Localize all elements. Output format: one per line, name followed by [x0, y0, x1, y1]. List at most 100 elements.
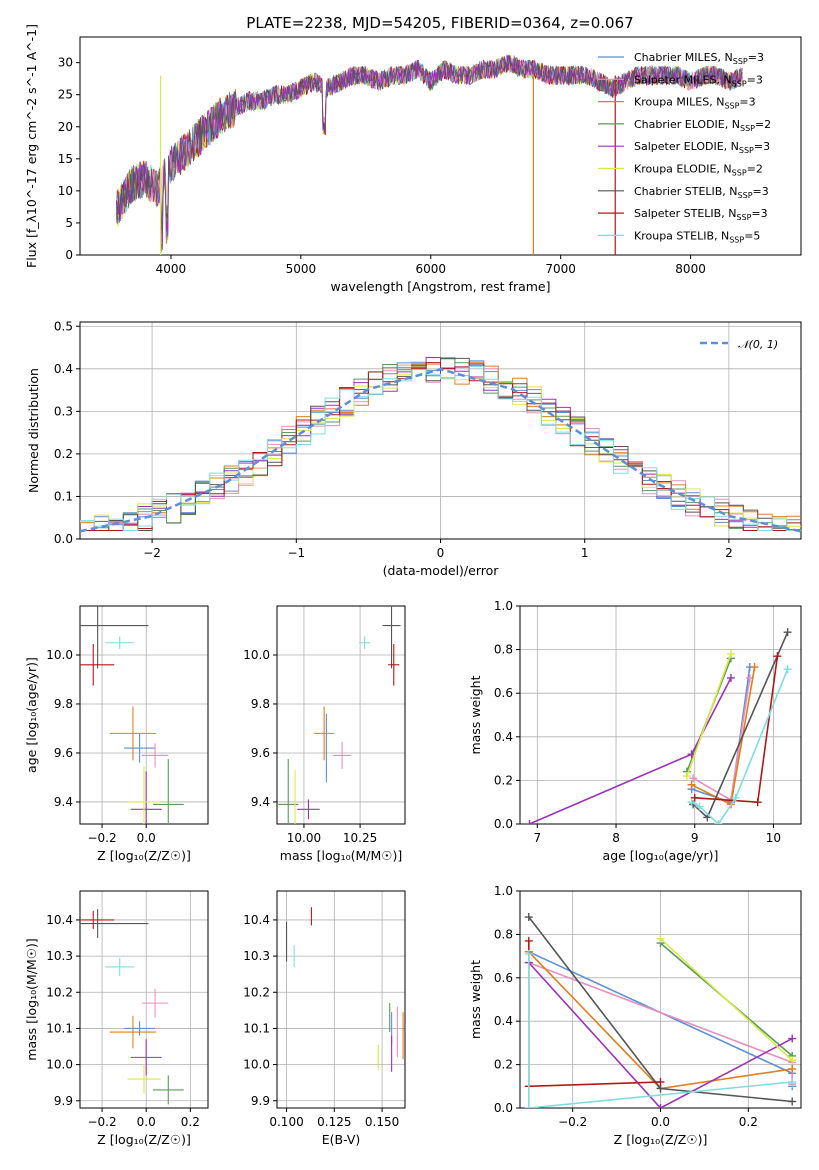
spectrum-axes: 4000 5000 6000 7000 8000 0 5 10 15 20 25 30 waveleng…	[24, 24, 802, 294]
x-axis-label: Z [log₁₀(Z/Z☉)]	[97, 1132, 191, 1147]
x-tick-label: −1	[287, 546, 305, 560]
weight-marker	[731, 793, 740, 802]
weight-marker	[656, 1104, 665, 1108]
y-tick-label: 0.2	[494, 1058, 513, 1072]
y-tick-label: 10	[58, 184, 73, 198]
weight-marker	[726, 673, 735, 682]
mass-weight-vs-age-axes: 7 8 9 10 0.0 0.2 0.4 0.6 0.8 1.0 age [log₁₀(age/yr…	[468, 599, 802, 863]
y-tick-label: 10.0	[243, 648, 270, 662]
weight-line	[659, 938, 793, 1061]
x-tick-label: 8	[612, 831, 620, 845]
mass-vs-EBV-plot	[286, 907, 404, 1072]
y-tick-label: 9.6	[54, 746, 73, 760]
x-tick-label: 0.100	[269, 1115, 303, 1129]
y-tick-label: 9.8	[54, 697, 73, 711]
figure-title: PLATE=2238, MJD=54205, FIBERID=0364, z=0…	[246, 14, 633, 32]
y-tick-label: 9.4	[251, 795, 270, 809]
y-tick-label: 10.2	[46, 985, 73, 999]
weight-line	[528, 962, 793, 1108]
y-tick-label: 15	[58, 152, 73, 166]
x-tick-label: 0.2	[181, 1115, 200, 1129]
y-tick-label: 0.4	[494, 730, 513, 744]
weight-line	[528, 953, 793, 1108]
legend-entry: Kroupa STELIB, NSSP=5	[634, 229, 760, 244]
weight-marker	[682, 772, 691, 781]
x-axis-label: Z [log₁₀(Z/Z☉)]	[97, 848, 191, 863]
weight-marker	[750, 663, 759, 672]
y-tick-label: 0.0	[494, 817, 513, 831]
y-tick-label: 0.1	[54, 489, 73, 503]
x-tick-label: −0.2	[87, 831, 116, 845]
mass-vs-Z-plot	[80, 909, 184, 1105]
y-tick-label: 9.9	[251, 1094, 270, 1108]
y-tick-label: 0.6	[494, 971, 513, 985]
weight-marker	[783, 628, 792, 637]
y-tick-label: 0.6	[494, 686, 513, 700]
y-tick-label: 10.3	[46, 949, 73, 963]
x-tick-label: 7	[533, 831, 541, 845]
x-axis-label: E(B-V)	[322, 1132, 361, 1147]
x-tick-label: 0.0	[137, 1115, 156, 1129]
weight-marker	[524, 913, 533, 922]
x-tick-label: 8000	[675, 262, 706, 276]
x-tick-label: 0.150	[365, 1115, 399, 1129]
x-tick-label: 0.0	[651, 1115, 670, 1129]
y-tick-label: 10.4	[243, 913, 270, 927]
y-tick-label: 0.0	[494, 1101, 513, 1115]
x-axis-label: mass [log₁₀(M/M☉)]	[280, 848, 402, 863]
y-tick-label: 0	[65, 248, 73, 262]
x-tick-label: 6000	[415, 262, 446, 276]
axes-frame	[276, 890, 406, 1109]
x-tick-label: 10	[766, 831, 781, 845]
legend-entry: Chabrier STELIB, NSSP=3	[634, 185, 769, 200]
y-tick-label: 10.2	[243, 985, 270, 999]
weight-marker	[656, 1077, 665, 1086]
weight-marker	[687, 798, 696, 807]
y-tick-label: 1.0	[494, 599, 513, 613]
age-vs-Z-plot	[80, 606, 184, 824]
age-vs-mass-plot	[278, 606, 401, 824]
x-tick-label: 0	[437, 546, 445, 560]
axes-frame	[276, 605, 406, 825]
axes-frame	[519, 605, 802, 825]
x-tick-label: 0.2	[739, 1115, 758, 1129]
axes-frame	[79, 321, 802, 540]
y-tick-label: 30	[58, 56, 73, 70]
y-axis-label: mass [log₁₀(M/M☉)]	[24, 938, 39, 1060]
x-tick-label: 1	[581, 546, 589, 560]
y-tick-label: 10.3	[243, 949, 270, 963]
residual-histogram	[80, 357, 801, 531]
y-tick-label: 5	[65, 216, 73, 230]
weight-marker	[783, 665, 792, 674]
y-axis-label: Flux [f_λ10^-17 erg cm^-2 s^-1 A^-1]	[24, 24, 39, 268]
y-tick-label: 0.2	[54, 447, 73, 461]
legend-entry: Salpeter STELIB, NSSP=3	[634, 207, 768, 222]
mass-weight-vs-Z-axes: −0.2 0.0 0.2 0.0 0.2 0.4 0.6 0.8 1.0 Z [log₁₀(Z/Z…	[468, 884, 802, 1147]
weight-line	[686, 653, 732, 777]
weight-marker	[753, 798, 762, 807]
y-tick-label: 10.1	[243, 1021, 270, 1035]
axes-frame	[79, 890, 209, 1109]
x-tick-label: 10.00	[287, 831, 321, 845]
y-tick-label: 20	[58, 120, 73, 134]
legend-entry: Kroupa ELODIE, NSSP=2	[634, 163, 763, 178]
normal-curve	[80, 367, 801, 533]
x-tick-label: 2	[725, 546, 733, 560]
y-tick-label: 10.1	[46, 1021, 73, 1035]
y-tick-label: 0.4	[54, 362, 73, 376]
x-axis-label: Z [log₁₀(Z/Z☉)]	[614, 1132, 708, 1147]
age-vs-Z-axes: −0.2 0.0 9.4 9.6 9.8 10.0 Z [log₁₀(Z/Z☉)] age […	[24, 605, 209, 863]
residual-histogram	[80, 366, 801, 531]
x-tick-label: −0.2	[87, 1115, 116, 1129]
weight-line	[529, 677, 732, 824]
x-tick-label: 5000	[286, 262, 317, 276]
y-tick-label: 0.3	[54, 404, 73, 418]
y-axis-label: Normed distribution	[26, 368, 41, 493]
y-tick-label: 9.4	[54, 795, 73, 809]
residuals-plot	[80, 357, 801, 533]
y-tick-label: 10.0	[243, 1058, 270, 1072]
weight-marker	[525, 820, 534, 824]
legend-entry: Salpeter ELODIE, NSSP=3	[634, 140, 770, 155]
weight-marker	[524, 949, 533, 958]
x-tick-label: 4000	[156, 262, 187, 276]
